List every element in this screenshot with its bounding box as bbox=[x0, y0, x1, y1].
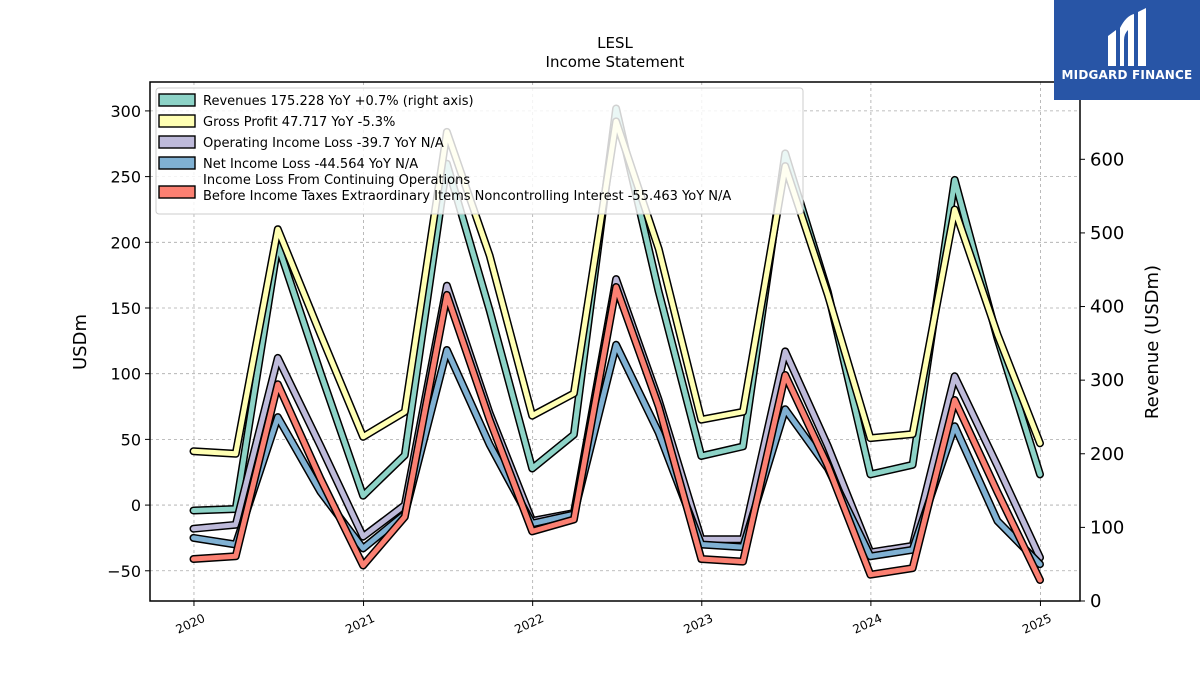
brand-name: MIDGARD FINANCE bbox=[1061, 68, 1193, 82]
x-tick-label: 2020 bbox=[174, 611, 208, 637]
x-tick-label: 2025 bbox=[1020, 611, 1054, 637]
y-tick-label-left: 200 bbox=[110, 233, 141, 252]
legend-label-2: Operating Income Loss -39.7 YoY N/A bbox=[203, 136, 444, 151]
legend-box bbox=[155, 87, 804, 215]
legend-label-0: Revenues 175.228 YoY +0.7% (right axis) bbox=[203, 94, 474, 109]
y-tick-label-left: 0 bbox=[131, 496, 141, 515]
legend-label-1: Gross Profit 47.717 YoY -5.3% bbox=[203, 115, 395, 130]
chart-subtitle: Income Statement bbox=[546, 53, 685, 71]
y-tick-label-left: 50 bbox=[121, 430, 141, 449]
plot-frame bbox=[149, 81, 1081, 602]
brand-logo: MIDGARD FINANCE bbox=[1054, 0, 1200, 100]
y-tick-label-right: 500 bbox=[1090, 223, 1124, 244]
y-tick-label-right: 100 bbox=[1090, 517, 1124, 538]
y-tick-label-left: −50 bbox=[107, 562, 141, 581]
legend-label-3: Net Income Loss -44.564 YoY N/A bbox=[203, 157, 418, 172]
x-tick-label: 2022 bbox=[512, 611, 546, 637]
y-tick-label-right: 400 bbox=[1090, 297, 1124, 318]
y-axis-label-left: USDm bbox=[70, 314, 91, 370]
legend: Revenues 175.228 YoY +0.7% (right axis) G… bbox=[155, 87, 804, 215]
y-tick-label-right: 200 bbox=[1090, 444, 1124, 465]
legend-label-4: Income Loss From Continuing Operations Be… bbox=[203, 173, 731, 204]
y-tick-label-left: 300 bbox=[110, 102, 141, 121]
y-tick-label-right: 300 bbox=[1090, 370, 1124, 391]
chart-title: LESL bbox=[597, 34, 633, 52]
axes: −50 0 50 100 150 200 250 300 0 100 200 300 400 500 600… bbox=[107, 102, 1124, 637]
legend-swatch-3 bbox=[158, 156, 196, 170]
legend-swatch-4 bbox=[158, 185, 196, 199]
y-tick-label-right: 600 bbox=[1090, 149, 1124, 170]
legend-swatch-2 bbox=[158, 135, 196, 149]
y-tick-label-left: 100 bbox=[110, 365, 141, 384]
y-tick-label-left: 250 bbox=[110, 168, 141, 187]
legend-swatch-1 bbox=[158, 114, 196, 128]
x-tick-label: 2021 bbox=[343, 611, 377, 637]
x-tick-label: 2023 bbox=[681, 611, 715, 637]
y-tick-label-right: 0 bbox=[1090, 591, 1101, 612]
y-tick-label-left: 150 bbox=[110, 299, 141, 318]
y-axis-label-right: Revenue (USDm) bbox=[1142, 265, 1163, 419]
legend-swatch-0 bbox=[158, 93, 196, 107]
series-line-4 bbox=[191, 284, 1043, 583]
midgard-logo-icon bbox=[1108, 8, 1146, 66]
x-tick-label: 2024 bbox=[851, 611, 885, 637]
